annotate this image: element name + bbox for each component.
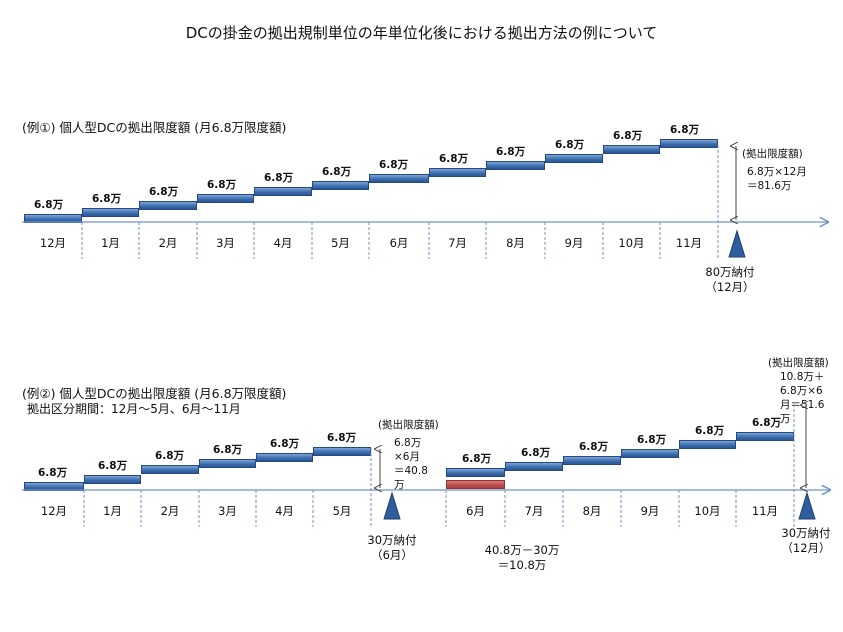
- example2-month-label-a: 2月: [160, 504, 180, 518]
- example2-payment-b-label: 30万納付 （12月）: [781, 526, 831, 555]
- example1-amount-label: 6.8万: [613, 130, 643, 142]
- example1-payment-triangle: [728, 229, 746, 258]
- example1-bar: [660, 139, 718, 148]
- example1-gridlines: [81, 145, 719, 259]
- example2-gridlines: [83, 404, 795, 527]
- example2-carryover-bar: [446, 480, 505, 489]
- example1-bar: [254, 187, 312, 196]
- example2-bar-period-b: [505, 462, 563, 471]
- example2-month-label-a: 5月: [332, 504, 352, 518]
- example1-payment-label: 80万納付 （12月）: [705, 265, 755, 294]
- example2-month-label-b: 7月: [524, 504, 544, 518]
- example2-amount-label-a: 6.8万: [98, 460, 128, 472]
- example2-amount-label-b: 6.8万: [637, 434, 667, 446]
- example1-amount-label: 6.8万: [34, 199, 64, 211]
- example1-limit-calc: 6.8万×12月 ＝81.6万: [747, 166, 807, 192]
- example1-month-label: 8月: [506, 236, 525, 250]
- example1-bar: [197, 194, 254, 203]
- example1-month-label: 5月: [331, 236, 350, 250]
- example1-month-label: 7月: [448, 236, 467, 250]
- example1-bar: [369, 174, 429, 183]
- example1-amount-label: 6.8万: [555, 139, 585, 151]
- example1-month-label: 4月: [273, 236, 293, 250]
- example1-month-label: 3月: [216, 236, 235, 250]
- example2-amount-label-b: 6.8万: [521, 447, 551, 459]
- example2-payment-a-triangle: [383, 491, 401, 520]
- example2-bar-period-b: [621, 449, 679, 458]
- example1-month-label: 1月: [101, 236, 120, 250]
- example2-amount-label-a: 6.8万: [155, 450, 185, 462]
- example2-month-label-a: 3月: [218, 504, 237, 518]
- example1-amount-label: 6.8万: [496, 146, 526, 158]
- page-title: DCの掛金の拠出規制単位の年単位化後における拠出方法の例について: [185, 24, 658, 42]
- example1-month-label: 11月: [675, 236, 703, 250]
- example2-limit-b-calc: 10.8万＋ 6.8万×6 月＝51.6 万: [780, 371, 825, 425]
- example2-month-label-b: 9月: [640, 504, 660, 518]
- example1-month-label: 2月: [158, 236, 178, 250]
- example2-bar-period-b: [563, 456, 621, 465]
- example1-amount-label: 6.8万: [379, 159, 409, 171]
- example2-payment-b-triangle: [798, 491, 816, 520]
- example2-limit-b-label: (拠出限度額): [768, 357, 829, 369]
- example2-payment-a-label: 30万納付 （6月）: [367, 533, 417, 562]
- example1-month-label: 6月: [389, 236, 409, 250]
- example1-amount-label: 6.8万: [207, 179, 237, 191]
- example1-limit-label: (拠出限度額): [742, 148, 803, 160]
- example1-heading: (例①) 個人型DCの拠出限度額 (月6.8万限度額): [22, 120, 287, 135]
- example2-carry-calc: 40.8万－30万 ＝10.8万: [484, 543, 560, 572]
- example2-amount-label-b: 6.8万: [752, 417, 782, 429]
- example1-amount-label: 6.8万: [149, 186, 179, 198]
- example2-month-label-b: 6月: [466, 504, 485, 518]
- example1-month-label: 12月: [39, 236, 67, 250]
- example1-month-label: 10月: [618, 236, 645, 250]
- example2-bar-period-a: [199, 459, 256, 468]
- example2-month-label-a: 12月: [40, 504, 68, 518]
- example2-amount-label-b: 6.8万: [462, 453, 492, 465]
- example2-bar-period-a: [313, 447, 371, 456]
- example1-bar: [139, 201, 197, 210]
- example2-bar-period-a: [256, 453, 313, 462]
- example2-heading: (例②) 個人型DCの拠出限度額 (月6.8万限度額): [22, 386, 287, 401]
- example2-month-label-a: 1月: [103, 504, 122, 518]
- example1-amount-label: 6.8万: [92, 193, 122, 205]
- example1-bar: [486, 161, 545, 170]
- example2-bar-period-b: [679, 440, 736, 449]
- example2-limit-a-calc: 6.8万 ×6月 ＝40.8 万: [394, 437, 428, 491]
- example1-bar: [312, 181, 369, 190]
- example2-bar-period-a: [141, 465, 199, 474]
- example2-month-label-a: 4月: [275, 504, 294, 518]
- example2-bar-period-b: [446, 468, 505, 477]
- example2-amount-label-a: 6.8万: [270, 438, 300, 450]
- example2-amount-label-a: 6.8万: [213, 444, 243, 456]
- example2-month-label-b: 8月: [582, 504, 602, 518]
- example2-month-label-b: 11月: [751, 504, 779, 518]
- example2-amount-label-b: 6.8万: [579, 441, 609, 453]
- example1-amount-label: 6.8万: [670, 124, 700, 136]
- example1-amount-label: 6.8万: [322, 166, 352, 178]
- example2-amount-label-a: 6.8万: [38, 467, 68, 479]
- example1-bar: [82, 208, 139, 217]
- example2-amount-label-a: 6.8万: [327, 432, 357, 444]
- example1-amount-label: 6.8万: [439, 153, 469, 165]
- example2-bar-period-a: [84, 475, 141, 484]
- example2-month-label-b: 10月: [694, 504, 721, 518]
- example2-amount-label-b: 6.8万: [695, 425, 725, 437]
- example1-bar: [603, 145, 660, 154]
- example1-bar: [429, 168, 486, 177]
- example2-period: 拠出区分期間：12月～5月、6月～11月: [27, 402, 241, 416]
- example1-month-label: 9月: [564, 236, 584, 250]
- example1-bar: [545, 154, 603, 163]
- example2-limit-a-label: (拠出限度額): [378, 419, 439, 431]
- example1-amount-label: 6.8万: [264, 172, 294, 184]
